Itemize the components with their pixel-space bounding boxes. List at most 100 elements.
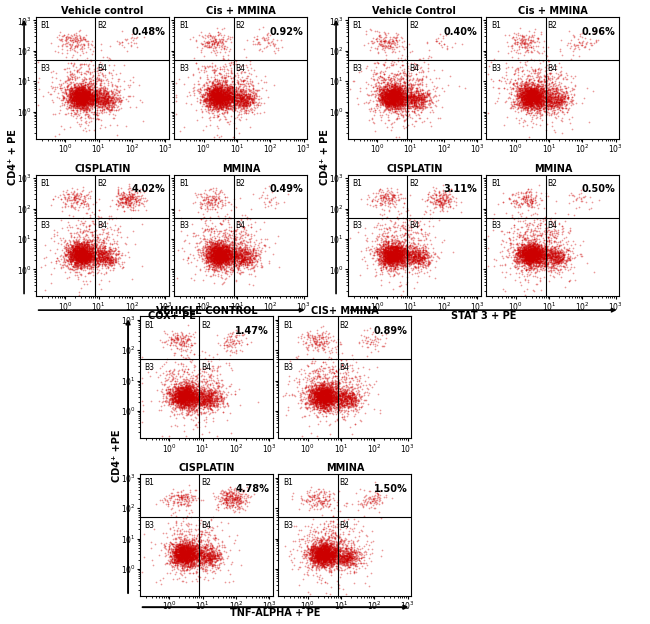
Point — [209, 258, 220, 268]
Point — [484, 61, 494, 71]
Point — [315, 386, 325, 396]
Point — [221, 245, 231, 255]
Point — [556, 113, 567, 123]
Point — [311, 548, 322, 558]
Point — [324, 565, 334, 575]
Point — [549, 248, 560, 258]
Point — [541, 81, 551, 91]
Point — [163, 542, 174, 552]
Point — [374, 263, 385, 273]
Point — [424, 187, 434, 197]
Point — [319, 397, 330, 407]
Point — [337, 392, 347, 402]
Point — [241, 99, 252, 109]
Point — [348, 539, 359, 549]
Point — [510, 250, 520, 260]
Point — [187, 558, 198, 568]
Point — [172, 396, 182, 406]
Point — [212, 245, 222, 255]
Point — [389, 87, 400, 97]
Point — [207, 551, 217, 561]
Point — [540, 102, 550, 112]
Point — [211, 399, 221, 409]
Point — [393, 86, 403, 96]
Point — [217, 243, 228, 253]
Point — [386, 85, 396, 95]
Point — [173, 391, 183, 401]
Point — [81, 98, 92, 108]
Point — [376, 248, 387, 258]
Point — [384, 89, 395, 99]
Point — [212, 86, 222, 96]
Point — [339, 401, 350, 411]
Point — [60, 76, 70, 86]
Point — [523, 260, 533, 270]
Point — [194, 552, 204, 562]
Point — [537, 245, 547, 255]
Point — [529, 241, 539, 251]
Point — [73, 88, 84, 98]
Point — [380, 200, 391, 210]
Point — [75, 85, 86, 95]
Point — [313, 553, 323, 563]
Point — [187, 550, 198, 560]
Point — [187, 558, 197, 568]
Point — [409, 87, 419, 97]
Point — [376, 251, 387, 261]
Point — [322, 388, 333, 397]
Point — [238, 85, 248, 95]
Point — [102, 98, 112, 108]
Point — [216, 41, 226, 51]
Point — [203, 40, 214, 50]
Point — [520, 93, 530, 103]
Point — [517, 87, 528, 97]
Point — [323, 397, 333, 407]
Point — [540, 100, 550, 110]
Point — [519, 251, 530, 261]
Point — [317, 392, 328, 402]
Point — [541, 253, 552, 263]
Point — [244, 248, 255, 258]
Point — [70, 92, 81, 102]
Point — [542, 69, 552, 79]
Point — [531, 98, 541, 108]
Point — [176, 404, 186, 414]
Point — [220, 79, 230, 89]
Point — [528, 248, 538, 258]
Point — [315, 394, 326, 404]
Point — [79, 94, 89, 104]
Point — [390, 256, 400, 266]
Point — [341, 372, 351, 382]
Point — [185, 383, 195, 392]
Point — [211, 248, 222, 258]
Point — [104, 102, 114, 112]
Point — [219, 23, 229, 33]
Point — [401, 207, 411, 217]
Point — [315, 546, 326, 556]
Point — [558, 104, 568, 114]
Point — [526, 254, 537, 264]
Point — [237, 94, 248, 104]
Point — [549, 255, 560, 265]
Point — [137, 115, 148, 125]
Point — [325, 404, 335, 414]
Point — [210, 250, 220, 260]
Point — [311, 547, 322, 557]
Point — [525, 97, 535, 107]
Point — [214, 226, 224, 236]
Point — [226, 90, 237, 100]
Point — [86, 67, 97, 77]
Point — [315, 540, 325, 550]
Point — [345, 553, 356, 563]
Point — [205, 34, 216, 44]
Point — [209, 102, 219, 112]
Point — [207, 92, 218, 102]
Point — [239, 258, 250, 268]
Point — [219, 43, 229, 53]
Point — [309, 387, 320, 397]
Point — [317, 388, 327, 397]
Point — [324, 394, 334, 404]
Point — [161, 392, 172, 402]
Point — [214, 249, 224, 259]
Point — [390, 254, 400, 264]
